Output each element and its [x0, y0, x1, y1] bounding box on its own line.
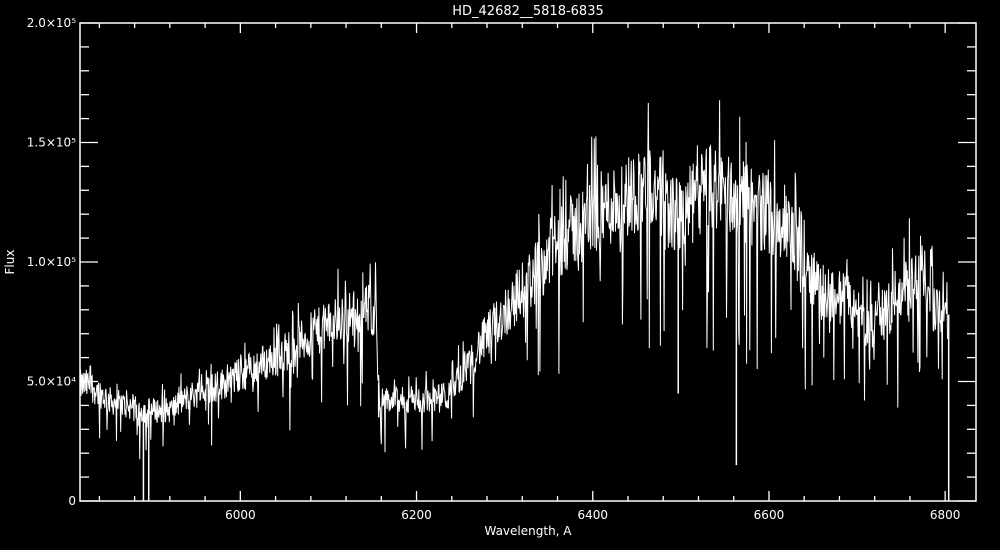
x-tick-label: 6200: [401, 508, 432, 522]
plot-frame: [79, 22, 977, 502]
x-tick-label: 6400: [577, 508, 608, 522]
spectrum-line: [79, 100, 948, 460]
y-tick-label: 1.0×10⁵: [27, 255, 76, 269]
y-axis-label: Flux: [3, 250, 17, 275]
y-tick-label: 0: [68, 494, 76, 508]
axis-ticks: [80, 22, 976, 502]
x-tick-label: 6000: [225, 508, 256, 522]
chart-title: HD_42682__5818-6835: [452, 4, 604, 19]
y-tick-label: 5.0×10⁴: [27, 375, 76, 389]
spectrum-series: [79, 100, 950, 501]
x-tick-labels: 6000 6200 6400 6600 6800: [225, 508, 960, 522]
y-tick-labels: 0 5.0×10⁴ 1.0×10⁵ 1.5×10⁵ 2.0×10⁵: [27, 16, 76, 508]
x-axis-label: Wavelength, A: [484, 524, 572, 538]
x-tick-label: 6600: [754, 508, 785, 522]
x-tick-label: 6800: [930, 508, 961, 522]
y-tick-label: 1.5×10⁵: [27, 136, 76, 150]
y-tick-label: 2.0×10⁵: [27, 16, 76, 30]
